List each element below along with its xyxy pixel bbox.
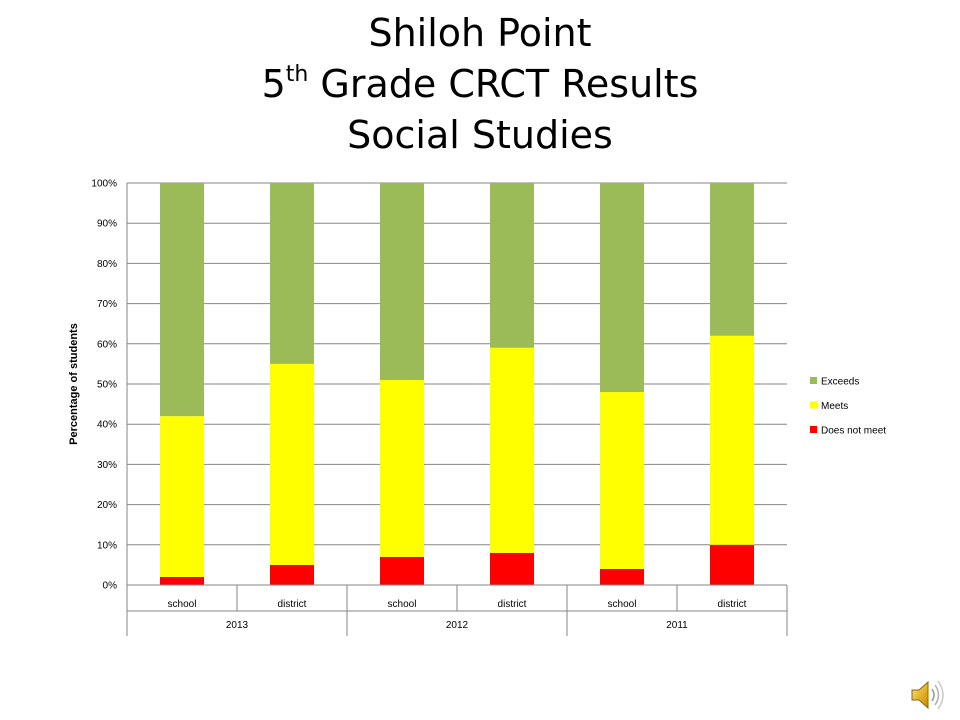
y-tick-label: 20% [97, 500, 117, 511]
y-tick-label: 30% [97, 460, 117, 471]
bar-meets [160, 416, 204, 577]
legend-swatch [810, 377, 817, 384]
bar-exceeds [270, 183, 314, 364]
title-line-subject: Social Studies [347, 113, 613, 157]
x-category-label: district [278, 599, 307, 610]
grade-suffix: th [285, 62, 309, 87]
bar-exceeds [490, 183, 534, 348]
bar-does-not-meet [600, 568, 644, 585]
y-tick-label: 10% [97, 540, 117, 551]
x-category-label: school [388, 599, 417, 610]
y-tick-label: 0% [103, 581, 118, 592]
x-group-label: 2011 [666, 620, 688, 631]
legend-swatch [810, 401, 817, 409]
bar-does-not-meet [160, 576, 204, 585]
legend-label: Does not meet [821, 426, 886, 437]
bar-does-not-meet [270, 564, 314, 585]
bar-exceeds [160, 183, 204, 417]
bar-does-not-meet [380, 556, 424, 585]
legend-swatch [810, 426, 817, 433]
bar-meets [600, 392, 644, 569]
x-category-label: district [718, 599, 747, 610]
bar-meets [270, 363, 314, 565]
slide-title: Shiloh Point 5th Grade CRCT Results Soci… [0, 8, 960, 161]
x-group-label: 2013 [226, 620, 249, 631]
x-category-label: school [608, 599, 637, 610]
y-tick-label: 60% [97, 339, 117, 350]
bar-meets [380, 379, 424, 557]
y-tick-label: 70% [97, 299, 117, 310]
y-tick-label: 100% [91, 179, 117, 190]
y-tick-label: 40% [97, 420, 117, 431]
title-line-school: Shiloh Point [368, 11, 592, 55]
bar-meets [490, 347, 534, 553]
x-category-label: school [168, 599, 197, 610]
bar-meets [710, 335, 754, 545]
bar-exceeds [600, 183, 644, 393]
bar-does-not-meet [490, 552, 534, 585]
bar-exceeds [380, 183, 424, 380]
y-axis-label: Percentage of students [68, 323, 80, 445]
title-line-grade: 5th Grade CRCT Results [0, 59, 960, 110]
y-tick-label: 90% [97, 219, 117, 230]
y-tick-label: 80% [97, 259, 117, 270]
bar-does-not-meet [710, 544, 754, 585]
legend-label: Exceeds [821, 377, 859, 388]
bar-exceeds [710, 183, 754, 336]
x-category-label: district [498, 599, 527, 610]
speaker-icon[interactable] [906, 675, 946, 715]
grade-number: 5 [261, 62, 286, 106]
legend-label: Meets [821, 401, 848, 412]
grade-rest: Grade CRCT Results [308, 62, 699, 106]
x-group-label: 2012 [446, 620, 469, 631]
y-tick-label: 50% [97, 380, 117, 391]
